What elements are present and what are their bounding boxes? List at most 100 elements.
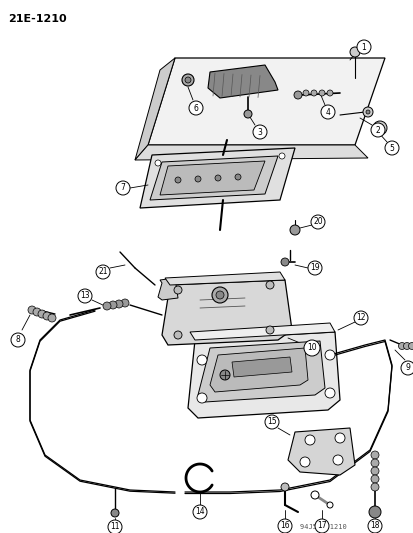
Text: 19: 19 [309, 263, 319, 272]
Circle shape [266, 281, 273, 289]
Polygon shape [190, 323, 334, 340]
Polygon shape [231, 357, 291, 377]
Circle shape [28, 306, 36, 314]
Text: 8: 8 [16, 335, 20, 344]
Circle shape [278, 153, 284, 159]
Circle shape [356, 40, 370, 54]
Circle shape [367, 519, 381, 533]
Polygon shape [135, 58, 175, 160]
Circle shape [303, 340, 319, 356]
Circle shape [307, 261, 321, 275]
Text: 10: 10 [306, 343, 316, 352]
Circle shape [332, 455, 342, 465]
Circle shape [109, 301, 117, 309]
Circle shape [197, 393, 206, 403]
Circle shape [370, 459, 378, 467]
Text: 13: 13 [80, 292, 90, 301]
Circle shape [38, 310, 46, 318]
Circle shape [182, 74, 194, 86]
Text: 18: 18 [369, 521, 379, 530]
Circle shape [214, 175, 221, 181]
Text: 21E-1210: 21E-1210 [8, 14, 66, 24]
Circle shape [211, 287, 228, 303]
Text: 9: 9 [405, 364, 409, 373]
Circle shape [173, 331, 182, 339]
Circle shape [266, 326, 273, 334]
Circle shape [310, 491, 318, 499]
Circle shape [324, 388, 334, 398]
Polygon shape [159, 161, 264, 195]
Polygon shape [207, 65, 277, 98]
Circle shape [11, 333, 25, 347]
Circle shape [280, 258, 288, 266]
Text: 4: 4 [325, 108, 330, 117]
Circle shape [362, 107, 372, 117]
Circle shape [277, 519, 291, 533]
Circle shape [216, 291, 223, 299]
Text: 20: 20 [312, 217, 322, 227]
Text: 5: 5 [389, 143, 394, 152]
Text: 21: 21 [98, 268, 107, 277]
Polygon shape [209, 348, 307, 392]
Polygon shape [287, 428, 354, 475]
Circle shape [43, 312, 51, 320]
Circle shape [353, 311, 367, 325]
Circle shape [304, 435, 314, 445]
Polygon shape [147, 58, 384, 145]
Text: 94J53  1210: 94J53 1210 [299, 524, 346, 530]
Circle shape [334, 433, 344, 443]
Circle shape [370, 467, 378, 475]
Text: 1: 1 [361, 43, 366, 52]
Polygon shape [161, 280, 291, 345]
Circle shape [320, 105, 334, 119]
Circle shape [370, 483, 378, 491]
Polygon shape [158, 278, 178, 300]
Circle shape [175, 177, 180, 183]
Circle shape [115, 300, 123, 308]
Circle shape [219, 370, 230, 380]
Circle shape [280, 483, 288, 491]
Circle shape [318, 90, 324, 96]
Polygon shape [197, 341, 324, 402]
Circle shape [310, 215, 324, 229]
Text: 14: 14 [195, 507, 204, 516]
Circle shape [408, 343, 413, 350]
Text: 15: 15 [266, 417, 276, 426]
Circle shape [293, 91, 301, 99]
Circle shape [197, 355, 206, 365]
Polygon shape [150, 156, 277, 200]
Circle shape [111, 509, 119, 517]
Circle shape [376, 125, 382, 131]
Circle shape [154, 160, 161, 166]
Circle shape [349, 47, 359, 57]
Circle shape [103, 302, 111, 310]
Polygon shape [165, 272, 284, 285]
Circle shape [370, 123, 384, 137]
Circle shape [400, 361, 413, 375]
Circle shape [33, 308, 41, 316]
Circle shape [173, 286, 182, 294]
Circle shape [370, 475, 378, 483]
Circle shape [368, 506, 380, 518]
Circle shape [326, 502, 332, 508]
Text: 7: 7 [120, 183, 125, 192]
Circle shape [372, 121, 386, 135]
Circle shape [96, 265, 110, 279]
Text: 3: 3 [257, 127, 262, 136]
Circle shape [195, 176, 201, 182]
Circle shape [121, 299, 129, 307]
Text: 17: 17 [316, 521, 326, 530]
Text: 11: 11 [110, 522, 119, 531]
Circle shape [403, 343, 410, 350]
Circle shape [365, 110, 369, 114]
Circle shape [185, 77, 190, 83]
Circle shape [243, 110, 252, 118]
Polygon shape [135, 145, 367, 160]
Circle shape [235, 174, 240, 180]
Circle shape [252, 125, 266, 139]
Circle shape [314, 519, 328, 533]
Circle shape [398, 343, 404, 350]
Circle shape [189, 101, 202, 115]
Circle shape [384, 141, 398, 155]
Circle shape [108, 520, 122, 533]
